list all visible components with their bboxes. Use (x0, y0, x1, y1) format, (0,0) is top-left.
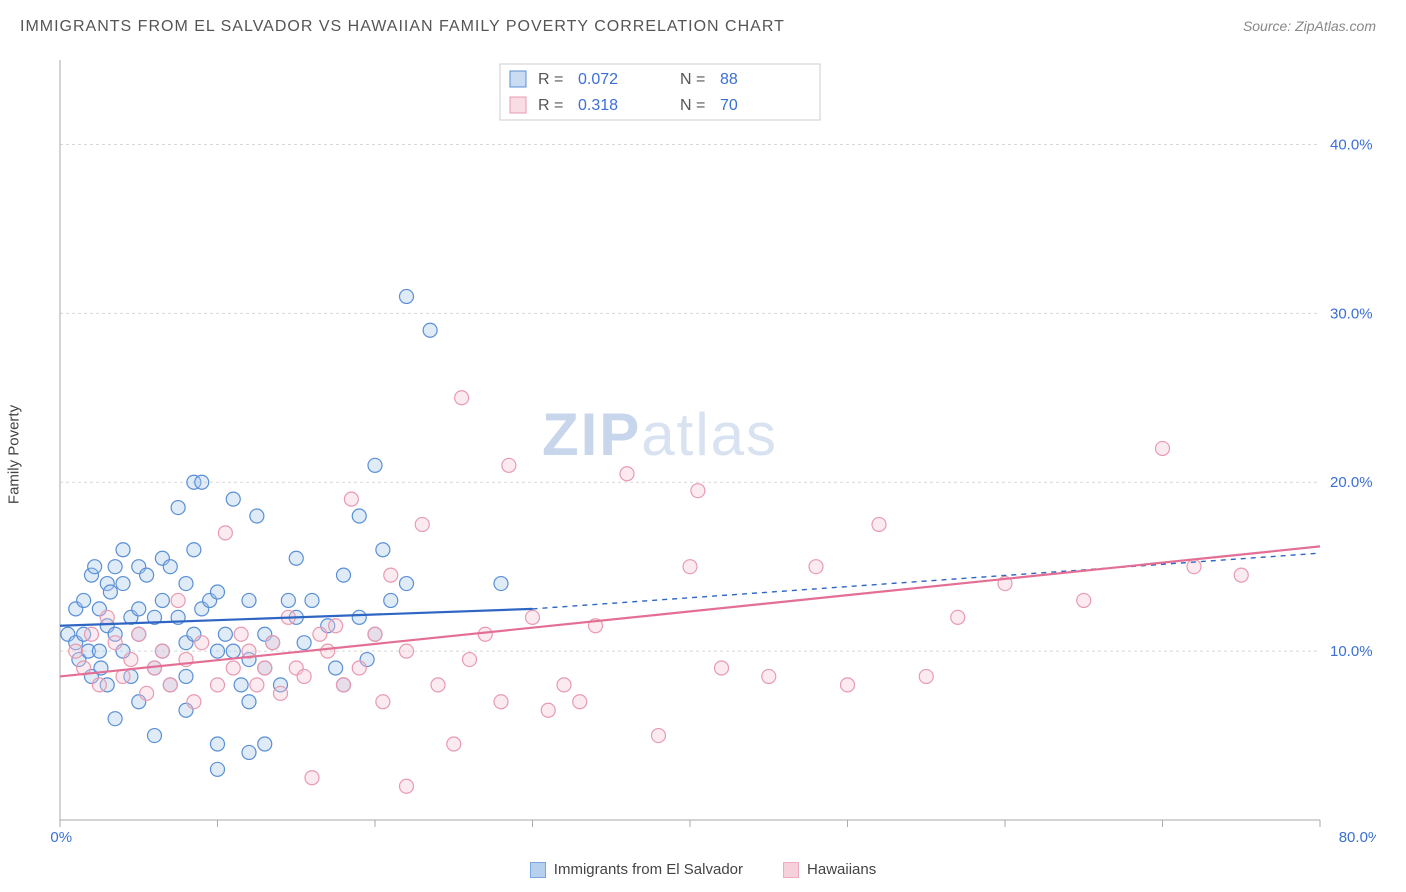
svg-text:R =: R = (538, 71, 563, 88)
swatch-hawaiians (783, 862, 799, 878)
source-attribution: Source: ZipAtlas.com (1243, 18, 1376, 34)
svg-text:0.072: 0.072 (578, 71, 618, 88)
legend-label-el-salvador: Immigrants from El Salvador (554, 861, 743, 878)
svg-text:30.0%: 30.0% (1330, 305, 1373, 322)
chart-title: IMMIGRANTS FROM EL SALVADOR VS HAWAIIAN … (20, 18, 785, 36)
legend-bottom: Immigrants from El Salvador Hawaiians (0, 861, 1406, 878)
svg-text:N =: N = (680, 71, 705, 88)
svg-text:0.318: 0.318 (578, 97, 618, 114)
svg-text:80.0%: 80.0% (1339, 829, 1376, 842)
y-axis-label: Family Poverty (6, 405, 23, 504)
source-name: ZipAtlas.com (1295, 18, 1376, 34)
scatter-chart-svg: ZIPatlas 10.0% 20.0% 30.0% 40.0% 0.0% 80.0% R =… (50, 50, 1376, 842)
svg-text:40.0%: 40.0% (1330, 136, 1373, 153)
source-label: Source: (1243, 18, 1295, 34)
svg-text:0.0%: 0.0% (50, 829, 72, 842)
svg-text:R =: R = (538, 97, 563, 114)
legend-label-hawaiians: Hawaiians (807, 861, 876, 878)
swatch-el-salvador (530, 862, 546, 878)
svg-text:10.0%: 10.0% (1330, 643, 1373, 660)
svg-text:20.0%: 20.0% (1330, 474, 1373, 491)
legend-item-el-salvador: Immigrants from El Salvador (530, 861, 743, 878)
svg-text:88: 88 (720, 71, 738, 88)
chart-header: IMMIGRANTS FROM EL SALVADOR VS HAWAIIAN … (0, 0, 1406, 36)
chart-plot-area: ZIPatlas 10.0% 20.0% 30.0% 40.0% 0.0% 80.0% R =… (50, 50, 1376, 842)
legend-item-hawaiians: Hawaiians (783, 861, 876, 878)
svg-text:ZIPatlas: ZIPatlas (542, 401, 778, 468)
svg-text:70: 70 (720, 97, 738, 114)
svg-text:N =: N = (680, 97, 705, 114)
